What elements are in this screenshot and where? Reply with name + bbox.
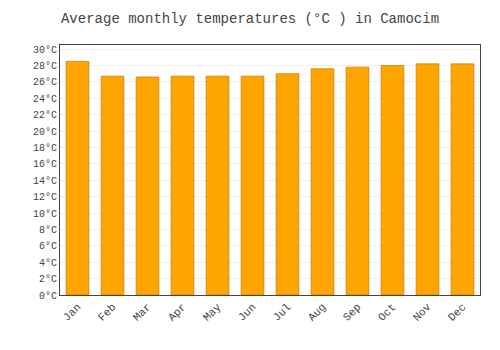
svg-text:30°C: 30°C [33,45,57,56]
svg-text:Feb: Feb [96,301,118,323]
svg-text:Mar: Mar [131,301,153,323]
svg-text:Nov: Nov [411,301,434,324]
svg-text:18°C: 18°C [33,143,57,154]
svg-text:22°C: 22°C [33,110,57,121]
svg-text:0°C: 0°C [39,291,57,302]
svg-text:Jul: Jul [271,301,293,323]
svg-text:Jan: Jan [61,301,83,323]
svg-text:Average monthly temperatures (: Average monthly temperatures (°C ) in Ca… [61,11,439,27]
svg-text:12°C: 12°C [33,192,57,203]
svg-text:Sep: Sep [341,301,363,323]
svg-text:24°C: 24°C [33,94,57,105]
svg-text:4°C: 4°C [39,258,57,269]
svg-text:6°C: 6°C [39,241,57,252]
svg-text:8°C: 8°C [39,225,57,236]
svg-text:26°C: 26°C [33,77,57,88]
svg-text:28°C: 28°C [33,61,57,72]
svg-text:Apr: Apr [166,301,188,323]
svg-text:Jun: Jun [236,301,258,323]
svg-text:10°C: 10°C [33,209,57,220]
svg-text:14°C: 14°C [33,176,57,187]
svg-text:May: May [201,301,224,324]
svg-text:16°C: 16°C [33,159,57,170]
svg-text:20°C: 20°C [33,127,57,138]
svg-text:Aug: Aug [306,301,328,323]
svg-text:Oct: Oct [376,301,398,323]
svg-text:2°C: 2°C [39,274,57,285]
svg-text:Dec: Dec [446,301,468,323]
